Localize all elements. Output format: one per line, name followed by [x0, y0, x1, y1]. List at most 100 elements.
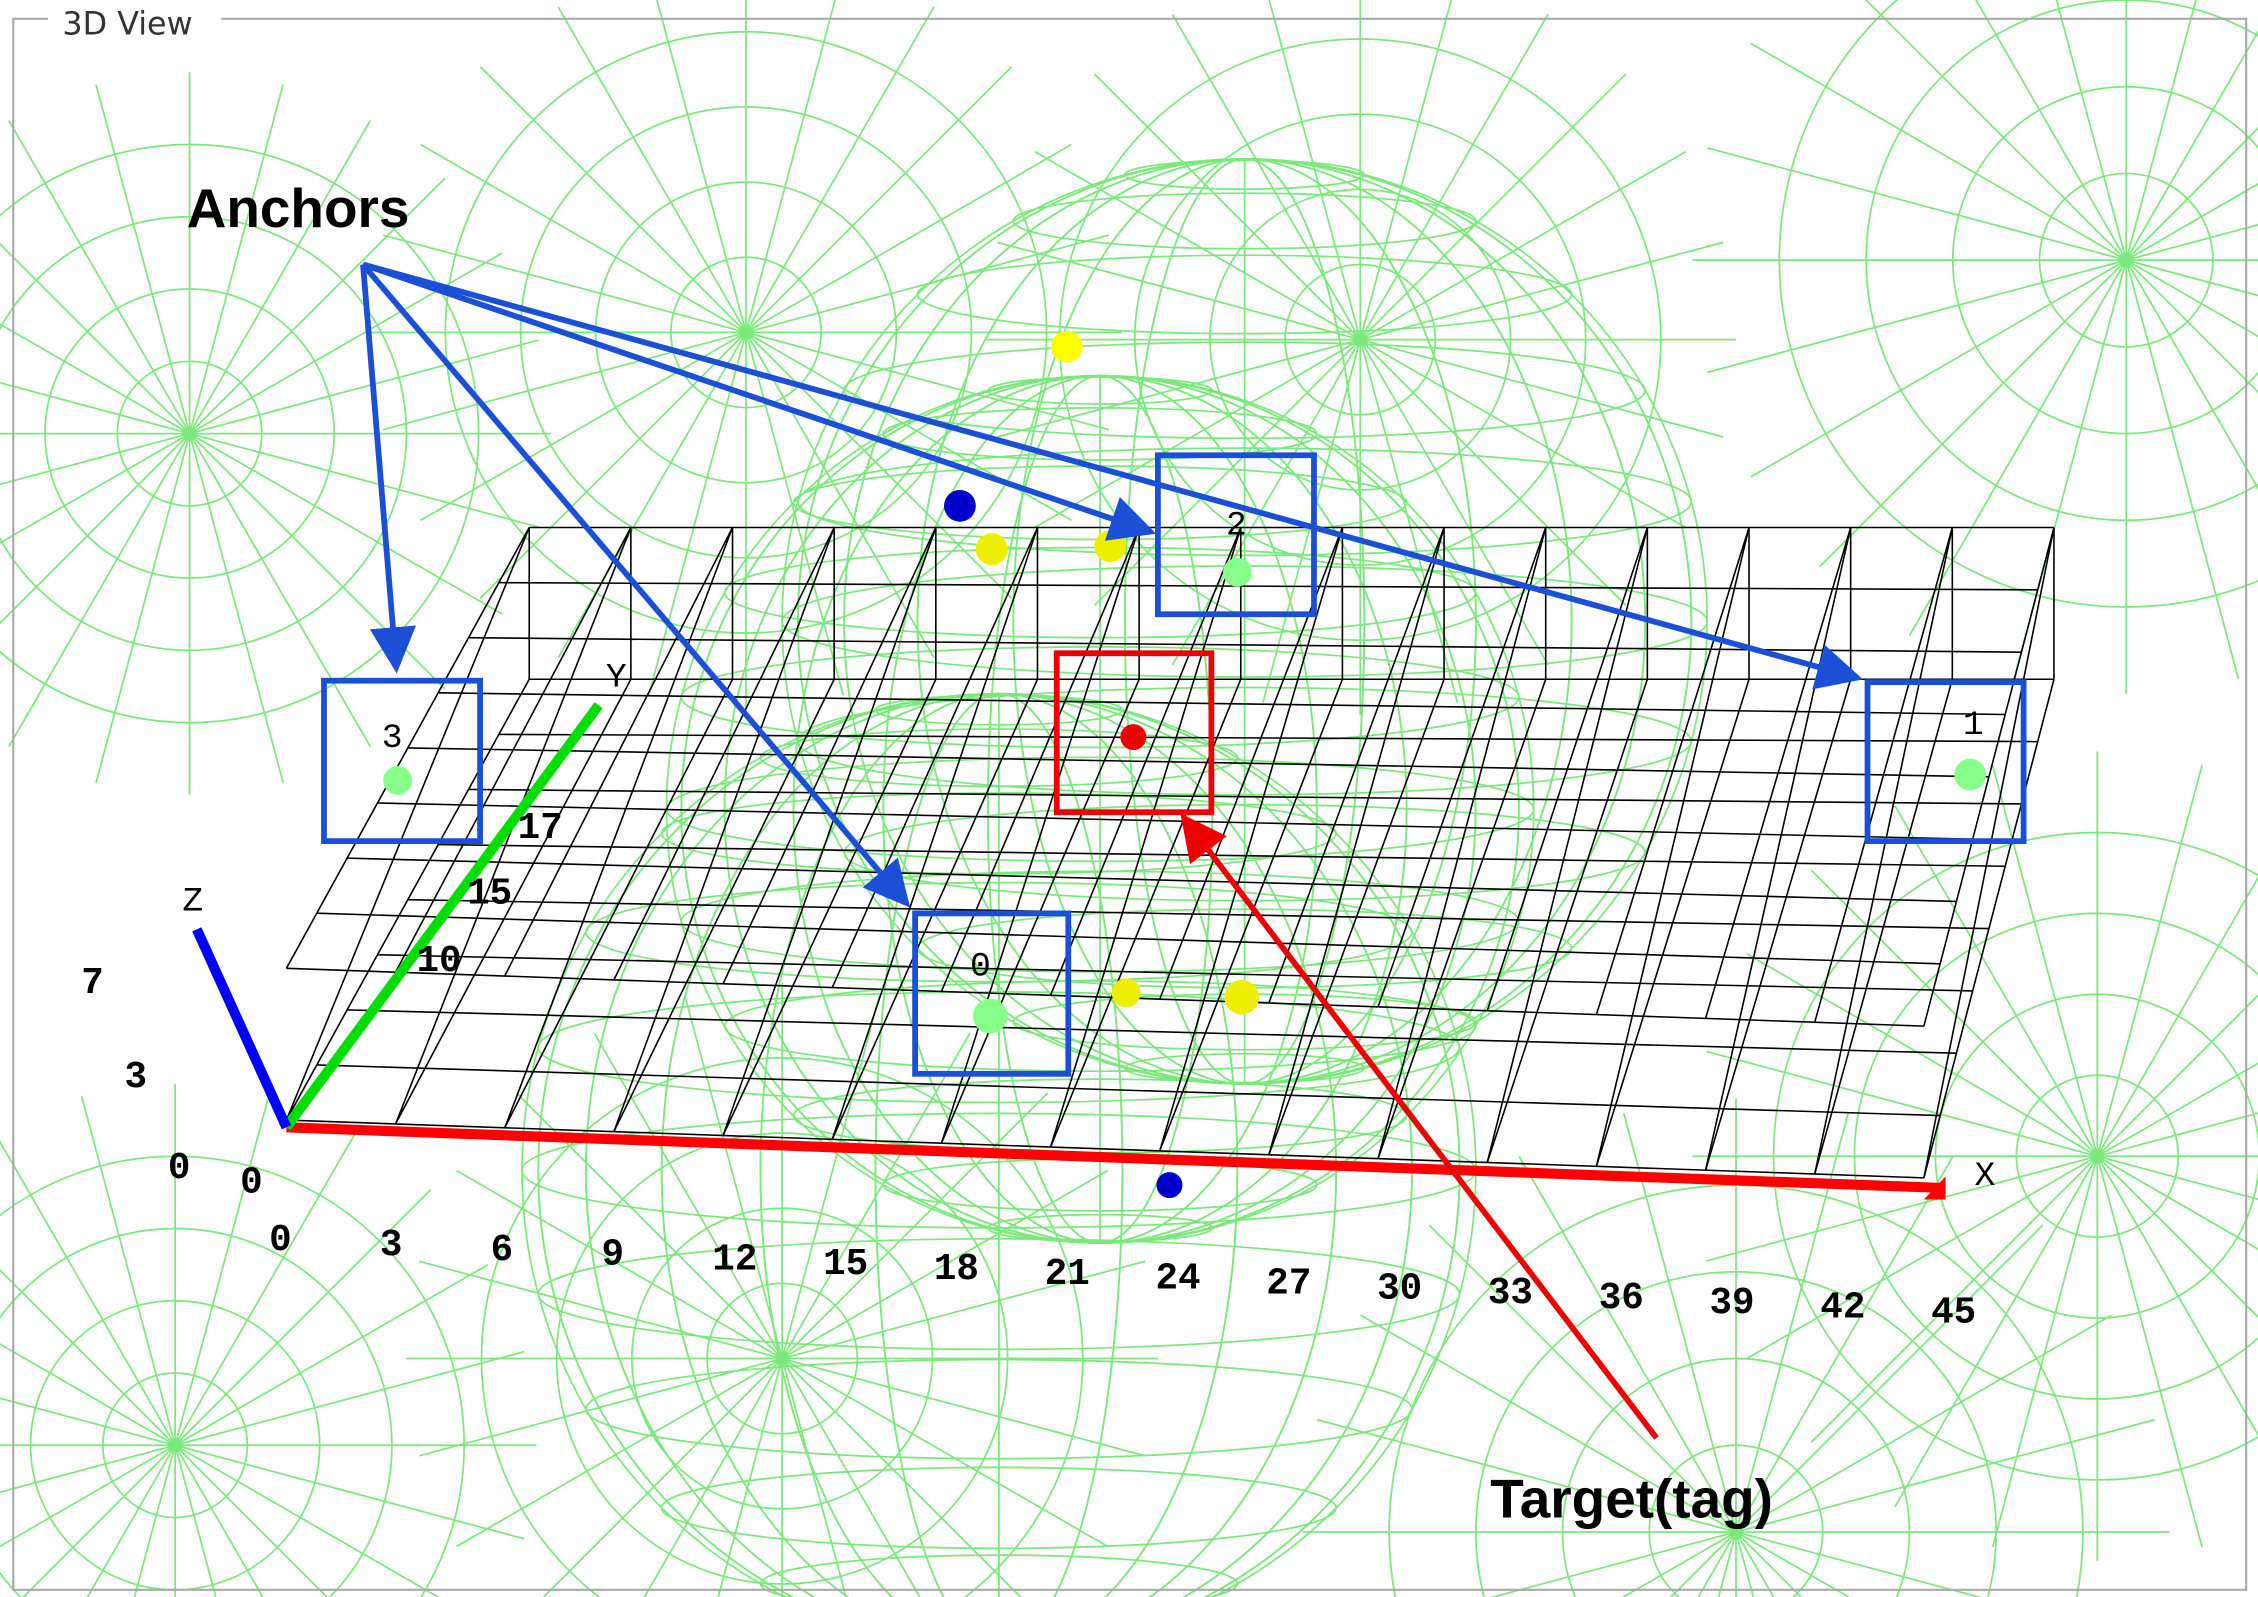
sphere-pole — [745, 66, 1013, 334]
sphere-pole — [174, 1445, 217, 1597]
sphere-pole — [1034, 338, 1361, 529]
sphere-pole — [1864, 0, 2127, 261]
sphere-pole — [2125, 259, 2258, 297]
y-tick-label: 0 — [240, 1162, 263, 1204]
grid-line — [347, 857, 1957, 903]
arrow — [362, 261, 1863, 690]
sphere-pole — [643, 1358, 783, 1597]
sphere-pole — [189, 432, 539, 528]
sphere-pole — [188, 433, 284, 783]
grid-line — [316, 912, 1941, 965]
x-tick-label: 21 — [1045, 1254, 1090, 1296]
grid-line — [1158, 527, 1344, 1152]
grid-line — [1486, 527, 1649, 1011]
z-axis — [192, 927, 292, 1130]
sphere-pole — [2096, 1155, 2203, 1548]
grid-line — [1049, 527, 1242, 1148]
sphere-pole — [95, 84, 191, 434]
sphere-pole — [781, 995, 881, 1359]
sphere-pole — [479, 66, 747, 334]
sphere-ring — [116, 360, 263, 507]
y-tick-label: 17 — [518, 808, 563, 850]
anchor-point — [972, 998, 1008, 1034]
sphere-pole — [2097, 1112, 2258, 1158]
sphere-pole — [1093, 73, 1361, 341]
grid-line — [831, 678, 1039, 1140]
y-tick-label: 10 — [416, 941, 461, 983]
sphere-pole — [382, 331, 747, 431]
sphere-pole — [174, 1350, 525, 1447]
sphere-pole — [1735, 1531, 1803, 1597]
sphere-pole — [174, 1444, 264, 1597]
sphere-pole — [781, 1357, 1108, 1548]
sphere-pole — [1975, 0, 2127, 261]
grid-line — [285, 527, 530, 969]
sphere-pole — [188, 120, 371, 435]
sphere-pole — [1359, 338, 1687, 529]
sphere-ring — [44, 288, 335, 579]
grid-line — [1486, 527, 1649, 1163]
sphere-pole — [1489, 1531, 1737, 1597]
grid-line — [722, 527, 937, 985]
z-tick-label: 0 — [168, 1148, 191, 1190]
grid-line — [286, 1119, 1924, 1179]
grid-line — [1813, 679, 1954, 1175]
sphere-pole — [745, 143, 1072, 334]
sphere-ring — [630, 1207, 934, 1510]
sphere-pole — [2125, 0, 2197, 261]
sphere-pole — [1622, 1112, 1737, 1533]
sphere-pole — [456, 1357, 783, 1548]
sphere-pole — [1268, 0, 1362, 340]
grid-line — [1268, 527, 1445, 1004]
sphere-pole — [1750, 42, 2127, 261]
grid-line — [1704, 527, 1852, 1019]
sphere-pole — [0, 1268, 176, 1446]
anchor-boxes — [321, 452, 2027, 1077]
sphere-pole — [2096, 1155, 2258, 1437]
x-tick-label: 27 — [1266, 1263, 1311, 1305]
grid-line — [613, 527, 835, 1132]
grid-line — [1923, 527, 2055, 1179]
sphere-pole — [745, 331, 1013, 599]
z-tick-label: 7 — [81, 963, 104, 1005]
x-tick-label: 6 — [491, 1230, 514, 1272]
sphere-ring — [1284, 263, 1437, 416]
sphere-pole — [781, 1358, 921, 1597]
sphere-pole — [781, 1358, 847, 1597]
sphere-pole — [188, 84, 284, 434]
target-box — [1053, 650, 1215, 816]
sphere-pole — [1706, 1155, 2098, 1262]
sphere-pole — [0, 1444, 176, 1548]
grid-line — [394, 527, 632, 973]
yellow-point — [1094, 530, 1127, 563]
target-point — [1120, 724, 1147, 751]
grid-line — [1595, 527, 1750, 1015]
grid-line — [377, 802, 1973, 840]
sphere-pole — [0, 1140, 176, 1446]
arrow — [360, 262, 911, 908]
sphere-pole — [1359, 339, 1459, 703]
sphere-pole — [2096, 876, 2258, 1157]
sphere-ring — [1133, 113, 1587, 566]
x-tick-label: 9 — [601, 1235, 624, 1277]
sphere-pole — [1735, 1531, 1851, 1597]
target-annotation: Target(tag) — [1490, 1468, 1773, 1530]
sphere-pole — [174, 1096, 270, 1446]
x-tick-label: 15 — [823, 1244, 868, 1286]
x-axis-label: X — [1974, 1157, 1995, 1196]
arrow — [362, 261, 1157, 541]
sphere-pole — [189, 432, 503, 615]
sphere-pole — [382, 234, 747, 334]
sphere-pole — [1819, 259, 2127, 568]
grid-line — [722, 527, 937, 1136]
sphere-pole — [997, 338, 1361, 438]
grid-line — [377, 953, 1973, 992]
sphere-pole — [80, 1096, 176, 1446]
sphere-pole — [1171, 339, 1361, 666]
grid-line — [831, 527, 1039, 1140]
sphere-ring — [2038, 172, 2214, 348]
sphere-pole — [0, 432, 190, 486]
sphere-pole — [1894, 805, 2099, 1157]
